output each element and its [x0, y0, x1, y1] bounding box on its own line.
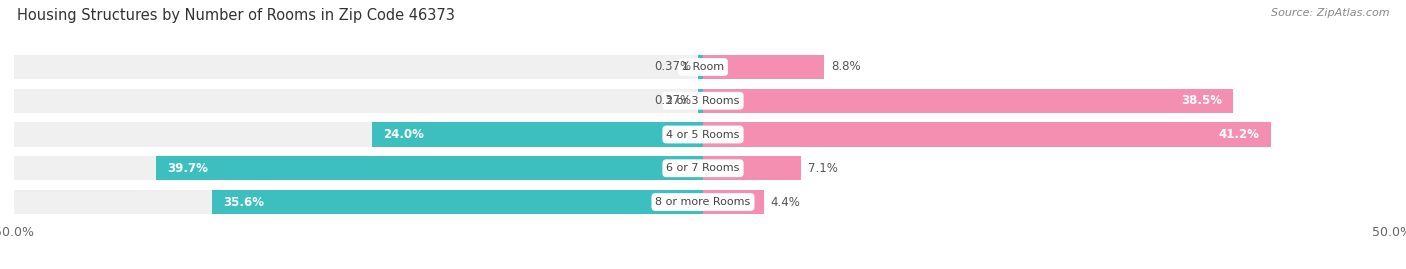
- Bar: [373, 122, 703, 147]
- Bar: [14, 156, 703, 180]
- Bar: [14, 190, 703, 214]
- Text: 7.1%: 7.1%: [807, 162, 838, 175]
- Bar: [156, 156, 703, 180]
- Text: 24.0%: 24.0%: [384, 128, 425, 141]
- Bar: [697, 89, 703, 113]
- Text: 8 or more Rooms: 8 or more Rooms: [655, 197, 751, 207]
- Text: 0.37%: 0.37%: [654, 94, 690, 107]
- Text: 1 Room: 1 Room: [682, 62, 724, 72]
- Text: 0.37%: 0.37%: [654, 61, 690, 73]
- Text: 2 or 3 Rooms: 2 or 3 Rooms: [666, 96, 740, 106]
- Bar: [697, 55, 703, 79]
- Text: 35.6%: 35.6%: [224, 196, 264, 208]
- Bar: [14, 122, 703, 147]
- Text: 38.5%: 38.5%: [1181, 94, 1222, 107]
- Bar: [703, 156, 801, 180]
- Bar: [703, 89, 1233, 113]
- Text: Source: ZipAtlas.com: Source: ZipAtlas.com: [1271, 8, 1389, 18]
- Text: 4 or 5 Rooms: 4 or 5 Rooms: [666, 129, 740, 140]
- Bar: [14, 55, 703, 79]
- Bar: [703, 55, 824, 79]
- Bar: [212, 190, 703, 214]
- Text: 39.7%: 39.7%: [167, 162, 208, 175]
- Bar: [14, 89, 703, 113]
- Text: 41.2%: 41.2%: [1219, 128, 1260, 141]
- Text: Housing Structures by Number of Rooms in Zip Code 46373: Housing Structures by Number of Rooms in…: [17, 8, 454, 23]
- Bar: [703, 122, 1271, 147]
- Bar: [703, 190, 763, 214]
- Text: 6 or 7 Rooms: 6 or 7 Rooms: [666, 163, 740, 173]
- Text: 4.4%: 4.4%: [770, 196, 800, 208]
- Text: 8.8%: 8.8%: [831, 61, 860, 73]
